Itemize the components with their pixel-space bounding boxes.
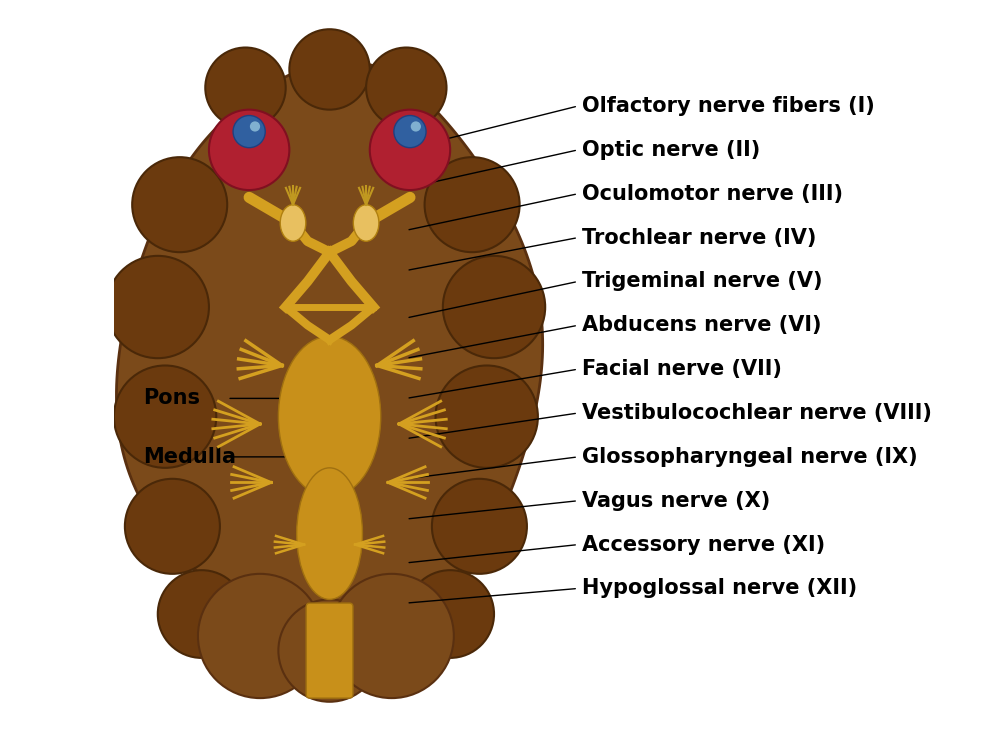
- Circle shape: [370, 110, 450, 190]
- Circle shape: [198, 574, 322, 698]
- Text: Hypoglossal nerve (XII): Hypoglossal nerve (XII): [582, 578, 857, 599]
- Circle shape: [443, 256, 545, 358]
- Circle shape: [330, 574, 454, 698]
- Text: Facial nerve (VII): Facial nerve (VII): [582, 359, 782, 379]
- Circle shape: [250, 121, 260, 132]
- Text: Abducens nerve (VI): Abducens nerve (VI): [582, 315, 821, 336]
- Circle shape: [289, 29, 370, 110]
- FancyBboxPatch shape: [306, 603, 353, 698]
- Polygon shape: [116, 61, 543, 648]
- Circle shape: [233, 115, 265, 148]
- Circle shape: [436, 366, 538, 468]
- Circle shape: [411, 121, 421, 132]
- Circle shape: [394, 115, 426, 148]
- Text: Glossopharyngeal nerve (IX): Glossopharyngeal nerve (IX): [582, 447, 917, 467]
- Circle shape: [205, 48, 286, 128]
- Text: Accessory nerve (XI): Accessory nerve (XI): [582, 534, 825, 555]
- Circle shape: [366, 48, 447, 128]
- Circle shape: [425, 157, 520, 252]
- Ellipse shape: [297, 468, 362, 599]
- Circle shape: [432, 479, 527, 574]
- Text: Oculomotor nerve (III): Oculomotor nerve (III): [582, 183, 843, 204]
- Text: Medulla: Medulla: [143, 447, 236, 467]
- Circle shape: [132, 157, 227, 252]
- Circle shape: [278, 599, 381, 702]
- Ellipse shape: [280, 205, 306, 241]
- Circle shape: [114, 366, 216, 468]
- Text: Optic nerve (II): Optic nerve (II): [582, 140, 760, 160]
- Circle shape: [209, 110, 289, 190]
- Text: Olfactory nerve fibers (I): Olfactory nerve fibers (I): [582, 96, 875, 116]
- Text: Vestibulocochlear nerve (VIII): Vestibulocochlear nerve (VIII): [582, 403, 932, 423]
- Text: Vagus nerve (X): Vagus nerve (X): [582, 491, 770, 511]
- Circle shape: [406, 570, 494, 658]
- Circle shape: [107, 256, 209, 358]
- Circle shape: [158, 570, 245, 658]
- Text: Trochlear nerve (IV): Trochlear nerve (IV): [582, 227, 816, 248]
- Text: Pons: Pons: [143, 388, 200, 409]
- Text: Trigeminal nerve (V): Trigeminal nerve (V): [582, 271, 822, 292]
- Ellipse shape: [353, 205, 379, 241]
- Circle shape: [125, 479, 220, 574]
- Ellipse shape: [278, 336, 381, 497]
